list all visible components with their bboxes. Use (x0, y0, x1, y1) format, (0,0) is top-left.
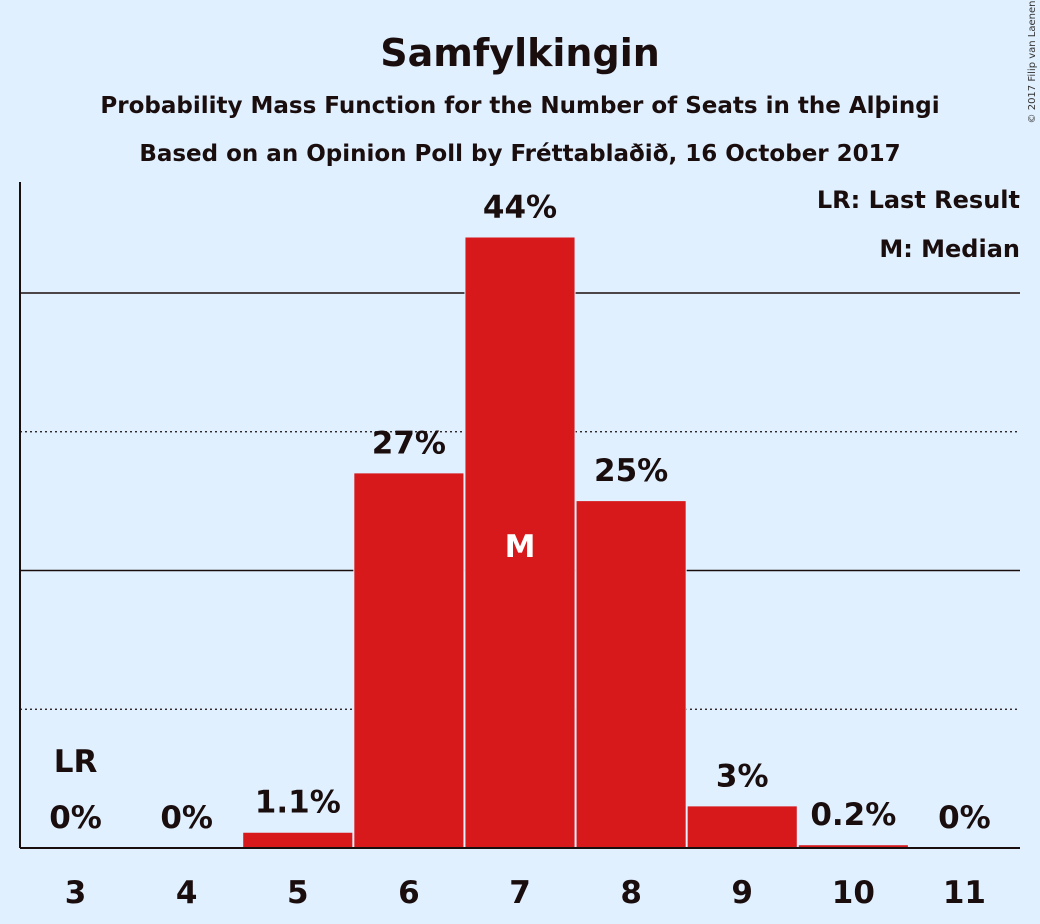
bars (242, 236, 909, 848)
bar-6 (354, 473, 464, 848)
bar-value-label-8: 25% (594, 453, 668, 489)
bar-8 (576, 501, 686, 848)
bar-value-label-9: 3% (716, 758, 769, 794)
x-tick-5: 5 (287, 875, 309, 911)
bar-value-label-11: 0% (938, 800, 991, 836)
bar-10 (798, 845, 908, 848)
bar-value-label-6: 27% (372, 425, 446, 461)
chart-subtitle: Probability Mass Function for the Number… (100, 93, 939, 119)
bar-9 (687, 806, 797, 848)
x-tick-9: 9 (731, 875, 753, 911)
x-tick-6: 6 (398, 875, 420, 911)
bar-value-label-4: 0% (160, 800, 213, 836)
x-axis-tick-labels: 3 4 5 6 7 8 9 10 11 (65, 875, 986, 911)
x-tick-3: 3 (65, 875, 87, 911)
bar-7 (465, 237, 575, 848)
bar-value-label-7: 44% (483, 190, 557, 226)
x-tick-8: 8 (620, 875, 642, 911)
bar-value-label-10: 0.2% (810, 797, 896, 833)
x-tick-10: 10 (832, 875, 875, 911)
chart-title: Samfylkingin (380, 31, 660, 75)
copyright-notice: © 2017 Filip van Laenen (1027, 1, 1038, 124)
bar-5 (243, 832, 353, 848)
chart-subtitle-poll: Based on an Opinion Poll by Fréttablaðið… (139, 141, 900, 167)
x-tick-7: 7 (509, 875, 531, 911)
bar-value-label-3: 0% (49, 800, 102, 836)
last-result-marker: LR (54, 744, 98, 780)
median-marker: M (505, 529, 536, 565)
x-tick-4: 4 (176, 875, 198, 911)
legend-last-result: LR: Last Result (817, 186, 1020, 214)
legend-median: M: Median (879, 235, 1020, 263)
bar-value-label-5: 1.1% (255, 785, 341, 821)
bar-labels: 0% LR 0% 1.1% 27% 44% M 25% 3% 0.2% 0% (49, 190, 991, 837)
x-tick-11: 11 (943, 875, 986, 911)
